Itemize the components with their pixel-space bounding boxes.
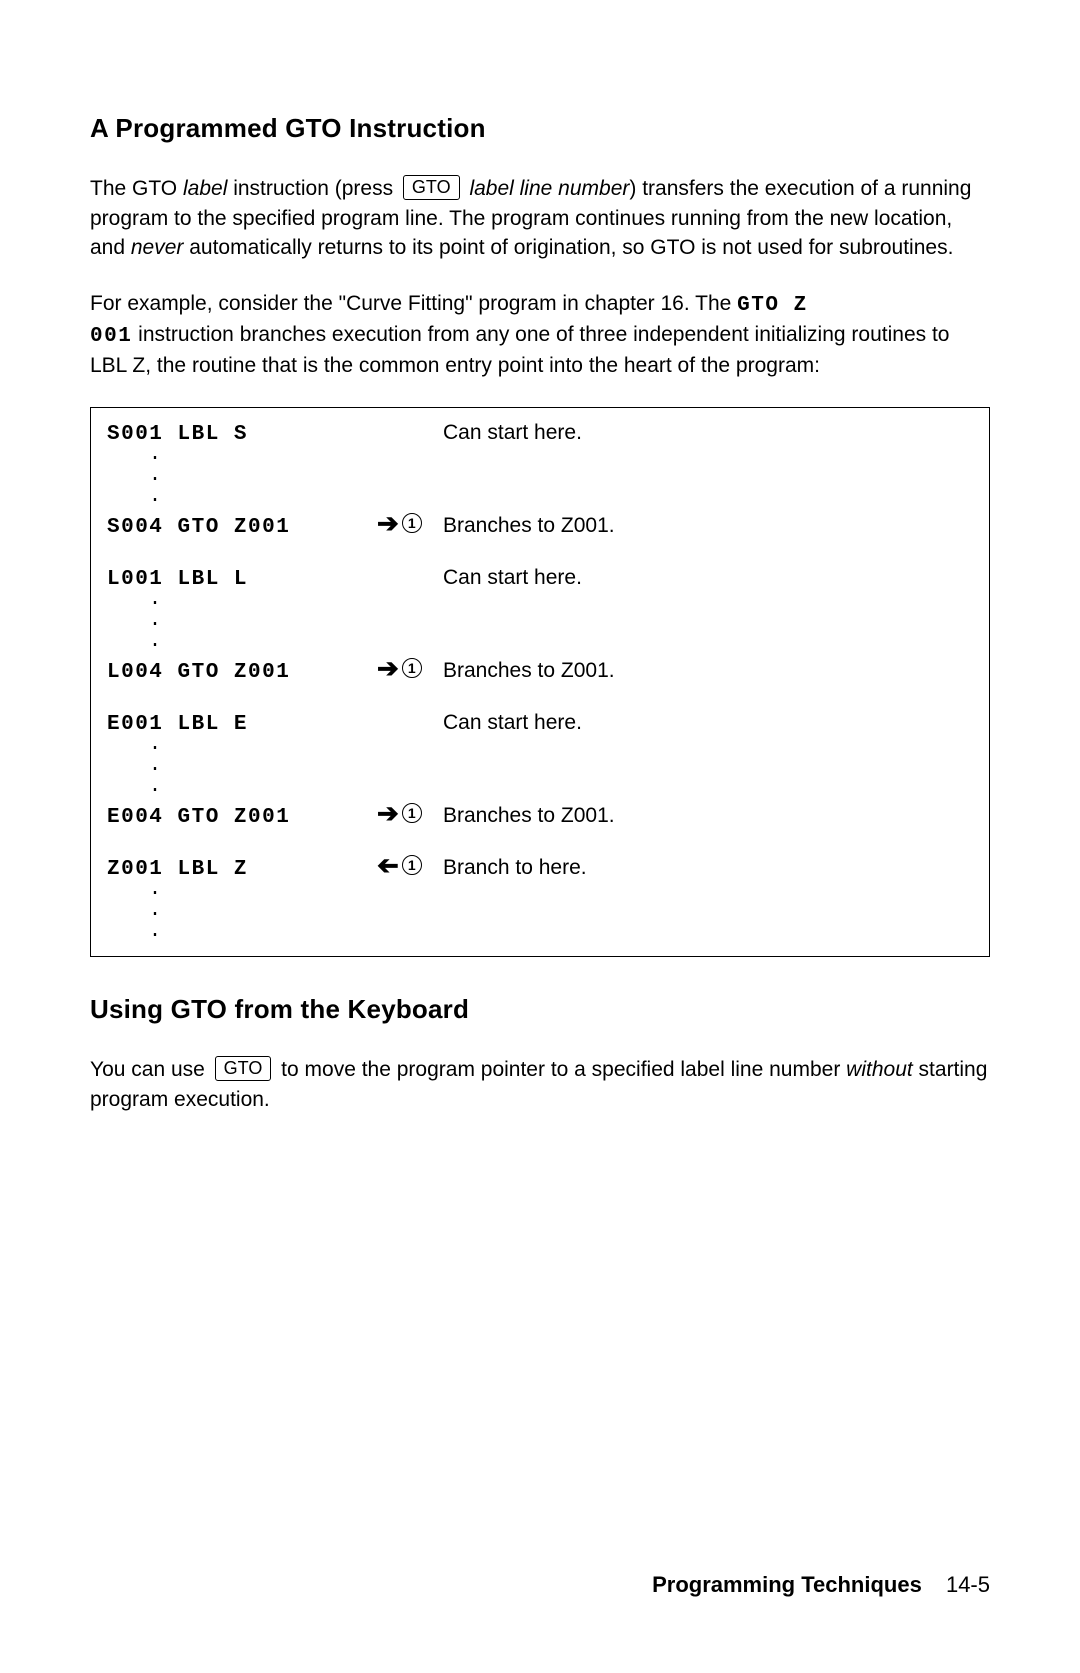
listing-code: L001 LBL L (107, 565, 377, 594)
listing-code: S004 GTO Z001 (107, 513, 377, 542)
listing-code: L004 GTO Z001 (107, 658, 377, 687)
text-italic-lln: label line number (469, 177, 629, 200)
arrow-left-icon: ➔ (377, 856, 399, 874)
page-footer: Programming Techniques 14-5 (652, 1570, 990, 1601)
footer-page-number: 14-5 (946, 1572, 990, 1597)
listing-dots: . (107, 635, 973, 656)
listing-dots: . (107, 593, 973, 614)
branch-target-marker: 1 (402, 513, 422, 533)
listing-row: L004 GTO Z001➔1Branches to Z001. (107, 656, 973, 686)
text: instruction branches execution from any … (90, 323, 949, 377)
branch-target-marker: 1 (402, 855, 422, 875)
listing-arrow: ➔1 (377, 803, 443, 823)
arrow-right-icon: ➔ (377, 804, 399, 822)
text: You can use (90, 1058, 211, 1081)
heading-using-gto-keyboard: Using GTO from the Keyboard (90, 991, 990, 1027)
footer-title: Programming Techniques (652, 1572, 922, 1597)
code-001: 001 (90, 325, 132, 348)
listing-desc: Can start here. (443, 708, 973, 737)
listing-dots: . (107, 759, 973, 780)
listing-dots: . (107, 614, 973, 635)
listing-code: Z001 LBL Z (107, 855, 377, 884)
text: automatically returns to its point of or… (183, 236, 953, 259)
para-gto-desc: The GTO label instruction (press GTO lab… (90, 174, 990, 262)
listing-row: L001 LBL L Can start here. (107, 563, 973, 593)
branch-target-marker: 1 (402, 803, 422, 823)
text-italic-without: without (846, 1058, 913, 1081)
listing-row: S001 LBL S Can start here. (107, 418, 973, 448)
text: to move the program pointer to a specifi… (275, 1058, 846, 1081)
program-listing-box: S001 LBL SCan start here....S004 GTO Z00… (90, 407, 990, 957)
listing-row: S004 GTO Z001➔1Branches to Z001. (107, 511, 973, 541)
keycap-gto: GTO (403, 175, 460, 200)
listing-desc: Branches to Z001. (443, 511, 973, 540)
para-gto-example: For example, consider the "Curve Fitting… (90, 289, 990, 381)
listing-dots: . (107, 780, 973, 801)
listing-row: E004 GTO Z001➔1Branches to Z001. (107, 801, 973, 831)
listing-desc: Branch to here. (443, 853, 973, 882)
listing-dots: . (107, 490, 973, 511)
text-italic-label: label (183, 177, 227, 200)
listing-dots: . (107, 469, 973, 490)
listing-dots: . (107, 738, 973, 759)
listing-arrow: ➔1 (377, 513, 443, 533)
listing-dots: . (107, 904, 973, 925)
listing-gap (107, 686, 973, 708)
listing-gap (107, 831, 973, 853)
code-gto-z: GTO Z (737, 294, 808, 317)
listing-row: E001 LBL E Can start here. (107, 708, 973, 738)
listing-dots: . (107, 925, 973, 946)
heading-programmed-gto: A Programmed GTO Instruction (90, 110, 990, 146)
para-keyboard-gto: You can use GTO to move the program poin… (90, 1055, 990, 1114)
listing-row: Z001 LBL Z➔1Branch to here. (107, 853, 973, 883)
page: A Programmed GTO Instruction The GTO lab… (0, 0, 1080, 1673)
listing-arrow: ➔1 (377, 658, 443, 678)
listing-code: E004 GTO Z001 (107, 803, 377, 832)
listing-code: S001 LBL S (107, 420, 377, 449)
listing-arrow: ➔1 (377, 855, 443, 875)
arrow-right-icon: ➔ (377, 659, 399, 677)
arrow-right-icon: ➔ (377, 514, 399, 532)
text: For example, consider the "Curve Fitting… (90, 292, 737, 315)
branch-target-marker: 1 (402, 658, 422, 678)
text: The GTO (90, 177, 183, 200)
listing-desc: Can start here. (443, 563, 973, 592)
listing-gap (107, 541, 973, 563)
listing-desc: Branches to Z001. (443, 801, 973, 830)
keycap-gto: GTO (215, 1056, 272, 1081)
listing-code: E001 LBL E (107, 710, 377, 739)
listing-dots: . (107, 448, 973, 469)
listing-desc: Branches to Z001. (443, 656, 973, 685)
listing-dots: . (107, 883, 973, 904)
text: instruction (press (227, 177, 399, 200)
listing-desc: Can start here. (443, 418, 973, 447)
text-italic-never: never (131, 236, 184, 259)
